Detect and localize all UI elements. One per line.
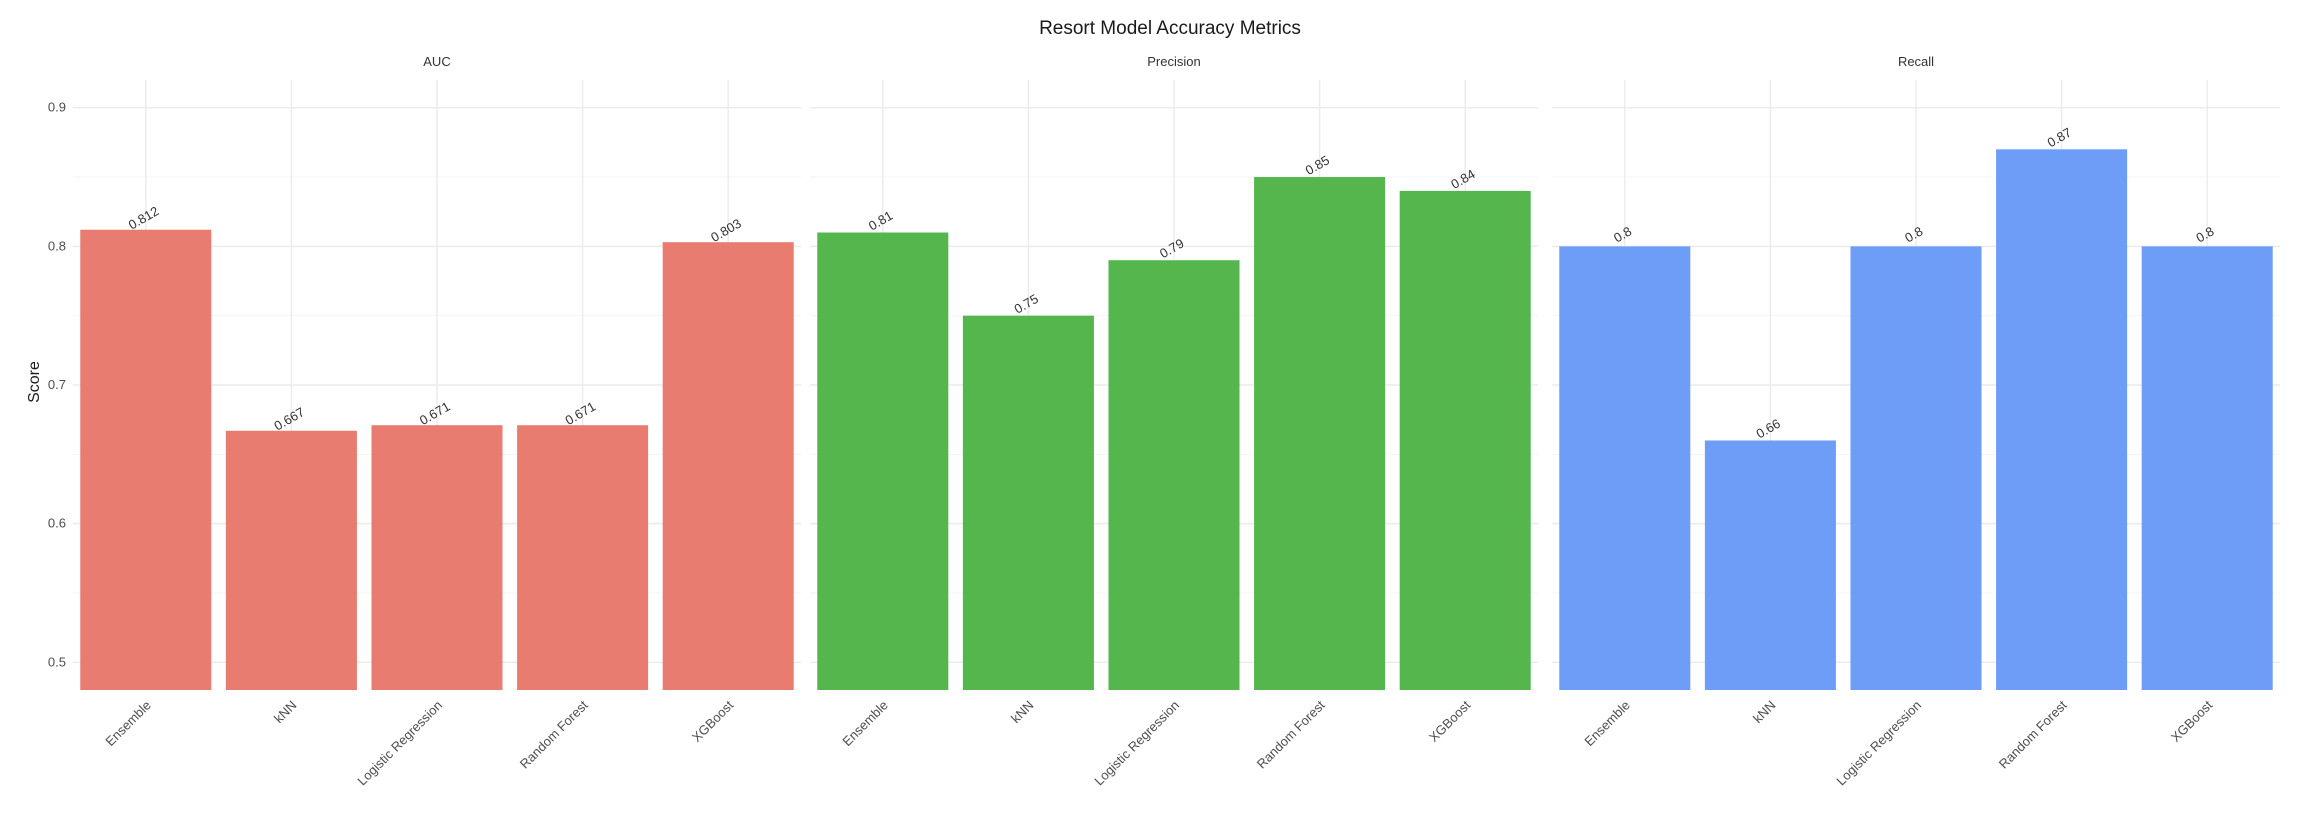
data-label: 0.8 [1611,223,1634,245]
bar-auc-logistic-regression [371,425,503,690]
panel-auc: AUC 0.812 0.667 0.671 0.671 0.803 Ensemble kNN L… [73,54,801,788]
x-tick-label: Random Forest [517,697,591,771]
data-label: 0.75 [1011,291,1040,317]
y-tick-label: 0.5 [48,654,66,669]
x-tick-label: Logistic Regression [1833,698,1924,789]
facet-panels: 0.5 0.6 0.7 0.8 0.9 AUC 0.812 0.667 0.671 0.671 0.… [48,54,2280,788]
data-label: 0.812 [126,203,162,232]
bar-precision-ensemble [817,232,949,690]
y-tick-label: 0.6 [48,516,66,531]
bar-recall-knn [1704,440,1836,690]
data-label: 0.81 [866,208,895,234]
bar-recall-random-forest [1996,149,2128,690]
y-tick-label: 0.8 [48,238,66,253]
data-label: 0.8 [1902,223,1925,245]
data-label: 0.66 [1753,416,1782,442]
x-tick-label: Ensemble [102,698,153,749]
data-label: 0.671 [417,399,453,428]
bar-recall-ensemble [1559,246,1691,690]
x-tick-label: Random Forest [1996,697,2070,771]
data-label: 0.803 [708,216,744,245]
bar-recall-xgboost [2141,246,2273,690]
bar-auc-xgboost [662,242,794,691]
bar-auc-knn [225,430,357,690]
data-label: 0.79 [1157,236,1186,262]
data-label: 0.667 [271,404,307,433]
bar-precision-logistic-regression [1108,260,1240,690]
bar-precision-knn [962,315,1094,690]
x-tick-label: kNN [1008,698,1036,726]
x-tick-label: Ensemble [839,698,890,749]
panel-precision: Precision 0.81 0.75 0.79 0.85 0.84 Ensemble kNN… [810,54,1538,788]
x-tick-label: Logistic Regression [1091,698,1182,789]
x-tick-label: Logistic Regression [354,698,445,789]
panel-label: Precision [1147,54,1200,69]
x-tick-label: Random Forest [1254,697,1328,771]
data-label: 0.84 [1448,166,1477,192]
x-tick-label: kNN [271,698,299,726]
bar-precision-random-forest [1254,177,1386,690]
data-label: 0.87 [2045,125,2074,151]
x-tick-label: XGBoost [1426,697,1474,745]
y-axis-title: Score [26,361,43,403]
x-tick-label: XGBoost [2168,697,2216,745]
bar-precision-xgboost [1399,190,1531,690]
data-label: 0.85 [1303,152,1332,178]
x-tick-label: Ensemble [1581,698,1632,749]
bar-auc-ensemble [80,229,212,690]
x-tick-label: XGBoost [689,697,737,745]
bar-recall-logistic-regression [1850,246,1982,690]
chart-title: Resort Model Accuracy Metrics [1039,18,1301,39]
y-tick-label: 0.9 [48,100,66,115]
panel-recall: Recall 0.8 0.66 0.8 0.87 0.8 Ensemble kNN Logist… [1552,54,2280,788]
panel-label: Recall [1898,54,1934,69]
panel-label: AUC [423,54,450,69]
bar-auc-random-forest [517,425,649,690]
data-label: 0.8 [2193,223,2216,245]
x-tick-label: kNN [1750,698,1778,726]
data-label: 0.671 [563,399,599,428]
y-tick-label: 0.7 [48,377,66,392]
